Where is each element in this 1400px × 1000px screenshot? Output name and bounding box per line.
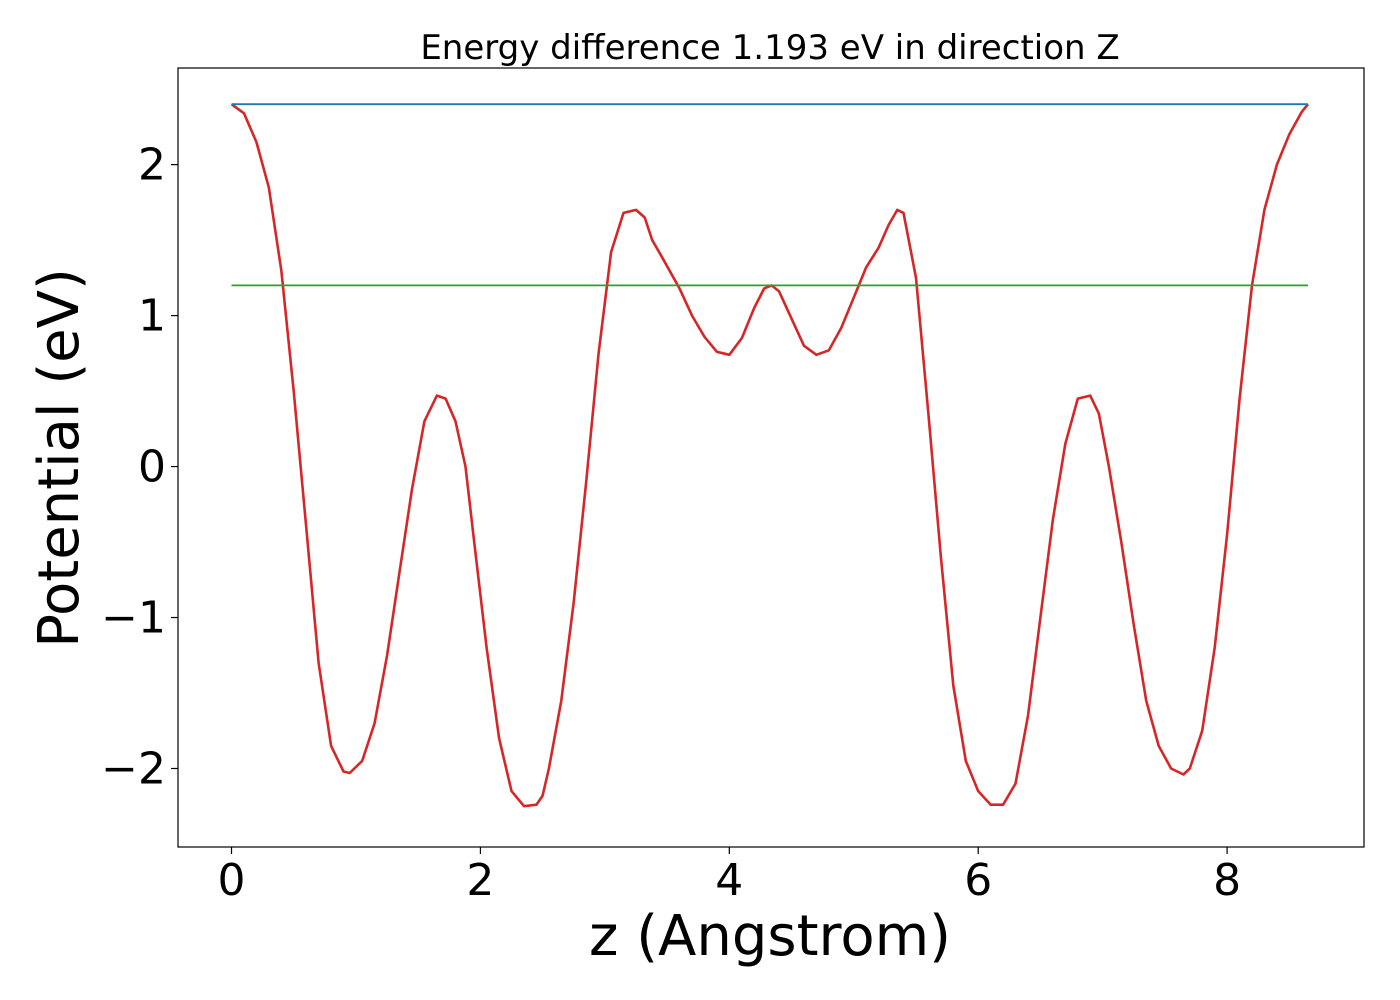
series-line-0	[230, 103, 1310, 808]
x-tick-label: 0	[218, 855, 246, 906]
y-tick-label: 2	[138, 140, 166, 191]
x-tick-label: 4	[715, 855, 743, 906]
y-tick-label: −1	[101, 593, 166, 644]
x-tick-label: 8	[1213, 855, 1241, 906]
x-axis-ticks: 0 2 4 6 8	[218, 847, 1241, 906]
x-tick-label: 6	[964, 855, 992, 906]
chart-title: Energy difference 1.193 eV in direction …	[420, 28, 1119, 68]
x-tick-label: 2	[466, 855, 494, 906]
plot-frame	[177, 67, 1365, 848]
x-axis-label: z (Angstrom)	[589, 904, 951, 969]
y-axis-ticks: −2 −1 0 1 2	[101, 140, 178, 794]
plot-lines	[230, 103, 1310, 808]
y-tick-label: −2	[101, 743, 166, 794]
y-axis-label: Potential (eV)	[27, 268, 92, 648]
y-tick-label: 1	[138, 291, 166, 342]
y-tick-label: 0	[138, 442, 166, 493]
